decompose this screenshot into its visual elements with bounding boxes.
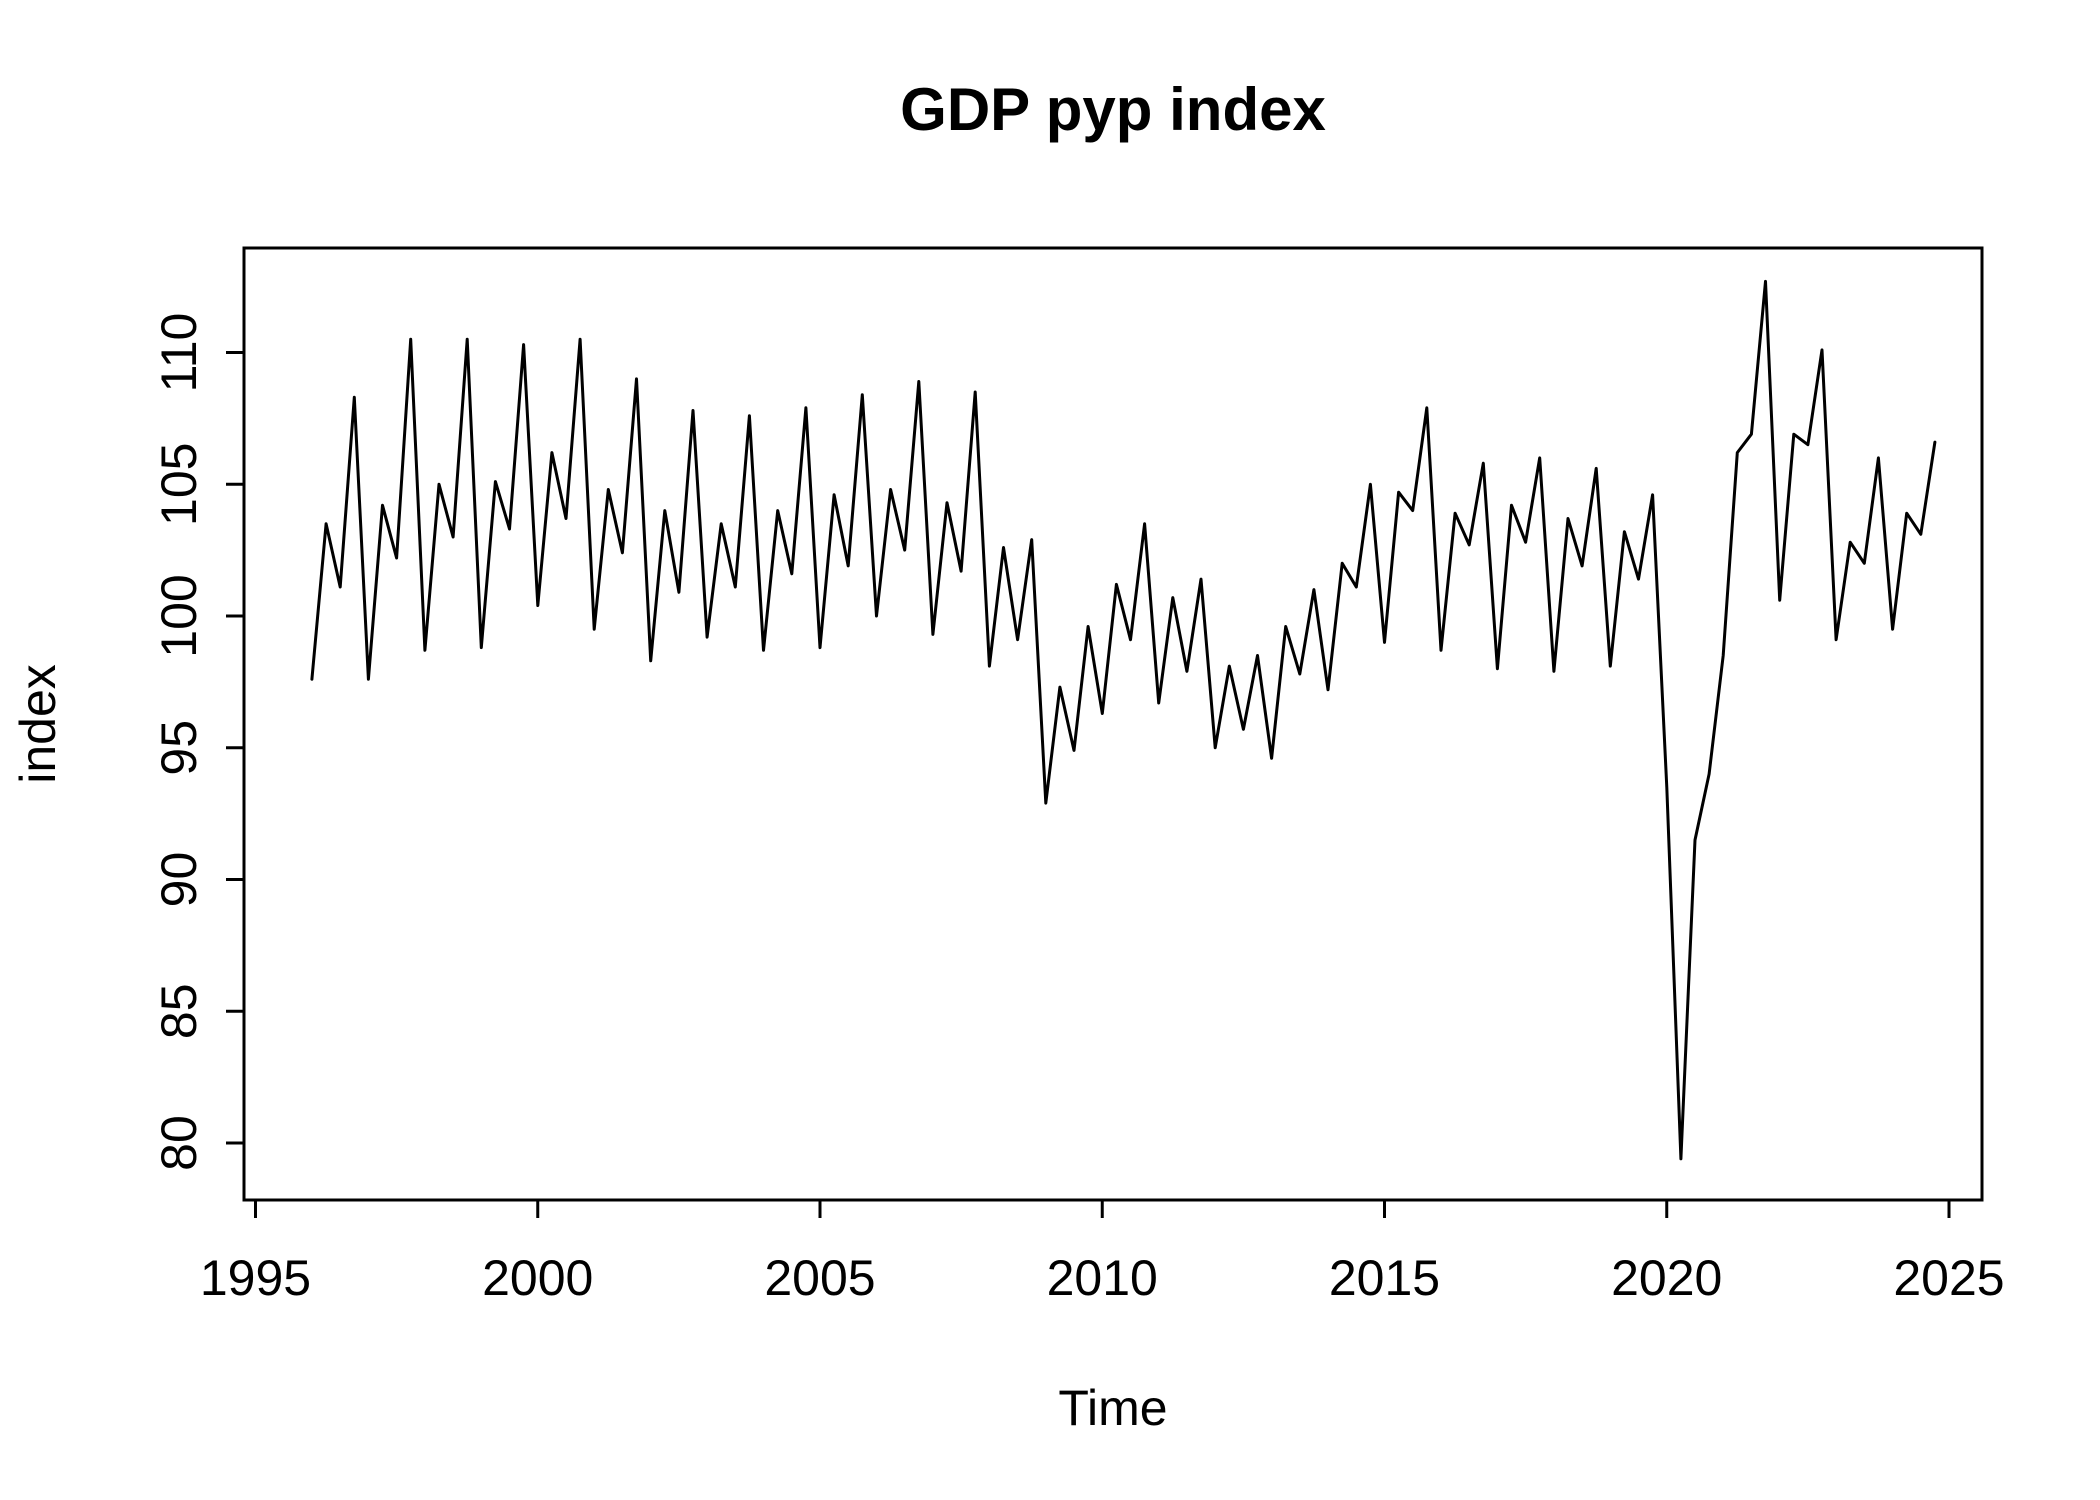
x-tick-label: 2010 xyxy=(1047,1250,1158,1306)
x-tick-label: 2000 xyxy=(482,1250,593,1306)
y-tick-label: 110 xyxy=(151,313,207,393)
x-tick-label: 2015 xyxy=(1329,1250,1440,1306)
y-tick-label: 100 xyxy=(151,574,207,657)
x-tick-label: 1995 xyxy=(200,1250,311,1306)
x-axis-tick-labels: 1995 2000 2005 2010 2015 2020 2025 xyxy=(200,1250,2005,1306)
y-tick-label: 85 xyxy=(151,983,207,1039)
y-tick-label: 80 xyxy=(151,1115,207,1171)
y-axis-tick-labels: 80 85 90 95 100 105 110 xyxy=(151,313,207,1171)
y-tick-label: 95 xyxy=(151,720,207,776)
chart-title: GDP pyp index xyxy=(900,76,1326,143)
x-tick-label: 2005 xyxy=(764,1250,875,1306)
x-tick-label: 2020 xyxy=(1611,1250,1722,1306)
y-tick-label: 90 xyxy=(151,852,207,908)
x-axis-title: Time xyxy=(1058,1380,1167,1436)
y-axis-title: index xyxy=(10,664,66,784)
y-tick-label: 105 xyxy=(151,443,207,526)
x-tick-label: 2025 xyxy=(1893,1250,2004,1306)
axis-tick-marks xyxy=(226,351,1951,1218)
plot-box xyxy=(242,246,1984,1202)
series-line xyxy=(310,279,1937,1161)
